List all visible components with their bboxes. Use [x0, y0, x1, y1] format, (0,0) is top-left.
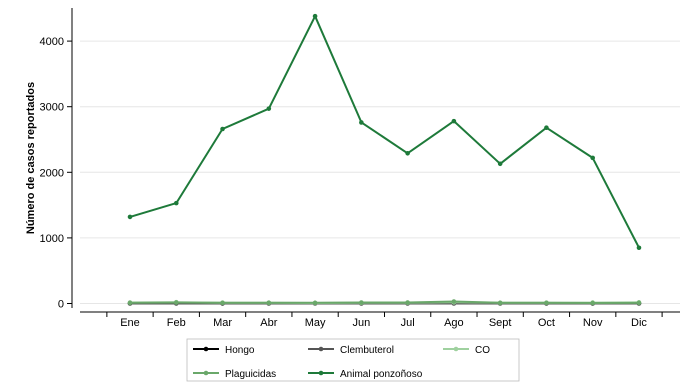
- data-point-plaguicidas-jul: [405, 300, 410, 305]
- legend-item-animal-ponzo-oso: Animal ponzoñoso: [308, 369, 423, 380]
- y-axis-label: Número de casos reportados: [25, 82, 37, 234]
- x-tick-label-jul: Jul: [401, 317, 415, 329]
- y-ticks: 0 1000 2000 3000 4000: [40, 36, 72, 311]
- data-point-plaguicidas-oct: [544, 300, 549, 306]
- data-point-plaguicidas-ago: [451, 299, 457, 304]
- gridlines: [80, 40, 680, 304]
- data-point-plaguicidas-may: [312, 300, 318, 306]
- legend-marker-animal-ponzo-oso: [318, 370, 324, 376]
- data-point-animal-ponzo-oso-dic: [636, 245, 642, 251]
- data-point-plaguicidas-abr: [266, 300, 272, 306]
- series-plaguicidas: [127, 299, 642, 306]
- data-point-plaguicidas-jun: [359, 300, 364, 305]
- data-point-animal-ponzo-oso-may: [312, 13, 318, 19]
- legend-item-hongo: Hongo: [193, 345, 255, 356]
- data-point-plaguicidas-nov: [590, 300, 595, 306]
- series-line-plaguicidas: [129, 300, 640, 304]
- y-tick-label-4000: 4000: [40, 36, 64, 48]
- y-tick-label-3000: 3000: [40, 102, 64, 114]
- legend-item-clembuterol: Clembuterol: [308, 345, 394, 356]
- x-tick-label-sept: Sept: [489, 317, 512, 329]
- data-point-animal-ponzo-oso-feb: [173, 200, 179, 206]
- data-point-animal-ponzo-oso-nov: [590, 155, 595, 161]
- legend-box: [186, 338, 520, 382]
- x-tick-label-dic: Dic: [631, 317, 647, 329]
- data-point-animal-ponzo-oso-jun: [359, 120, 364, 125]
- legend-label-animal-ponzo-oso: Animal ponzoñoso: [340, 369, 423, 380]
- axes: [71, 8, 680, 313]
- data-point-plaguicidas-ene: [127, 300, 133, 306]
- x-tick-label-nov: Nov: [583, 317, 603, 329]
- legend-label-plaguicidas: Plaguicidas: [225, 369, 276, 380]
- x-tick-label-may: May: [305, 317, 326, 329]
- x-tick-label-jun: Jun: [352, 317, 370, 329]
- y-tick-label-0: 0: [58, 299, 64, 311]
- legend-marker-clembuterol: [318, 346, 324, 352]
- data-point-animal-ponzo-oso-abr: [266, 106, 272, 111]
- x-ticks: Ene Feb Mar Abr May Jun Jul Ago Sept Oct Nov Dic: [106, 312, 663, 329]
- y-tick-label-2000: 2000: [40, 167, 64, 179]
- x-tick-label-ene: Ene: [120, 317, 140, 329]
- x-tick-label-ago: Ago: [444, 317, 464, 329]
- legend-label-clembuterol: Clembuterol: [340, 345, 394, 356]
- x-tick-label-oct: Oct: [538, 317, 555, 329]
- x-tick-label-mar: Mar: [213, 317, 232, 329]
- data-point-plaguicidas-mar: [220, 300, 225, 306]
- legend-label-co: CO: [475, 345, 490, 356]
- legend: Hongo Clembuterol CO Plaguicidas Animal ponz…: [186, 338, 520, 382]
- series-animal-ponzo-oso: [127, 13, 642, 251]
- data-point-animal-ponzo-oso-ene: [127, 214, 133, 220]
- data-point-plaguicidas-sept: [497, 300, 503, 306]
- legend-marker-plaguicidas: [203, 370, 209, 376]
- legend-item-co: CO: [443, 345, 490, 356]
- x-tick-label-abr: Abr: [260, 317, 277, 329]
- data-point-plaguicidas-feb: [173, 300, 179, 305]
- y-tick-label-1000: 1000: [40, 233, 64, 245]
- series-line-animal-ponzo-oso: [129, 15, 640, 249]
- series-group: [127, 13, 642, 306]
- legend-label-hongo: Hongo: [225, 345, 255, 356]
- data-point-animal-ponzo-oso-mar: [220, 126, 225, 132]
- data-point-animal-ponzo-oso-jul: [405, 150, 410, 156]
- data-point-animal-ponzo-oso-oct: [544, 125, 549, 130]
- x-tick-label-feb: Feb: [167, 317, 186, 329]
- data-point-animal-ponzo-oso-ago: [451, 118, 457, 124]
- legend-marker-co: [453, 346, 459, 352]
- legend-item-plaguicidas: Plaguicidas: [193, 369, 276, 380]
- data-point-animal-ponzo-oso-sept: [497, 161, 503, 167]
- data-point-plaguicidas-dic: [636, 300, 642, 306]
- legend-marker-hongo: [203, 346, 209, 352]
